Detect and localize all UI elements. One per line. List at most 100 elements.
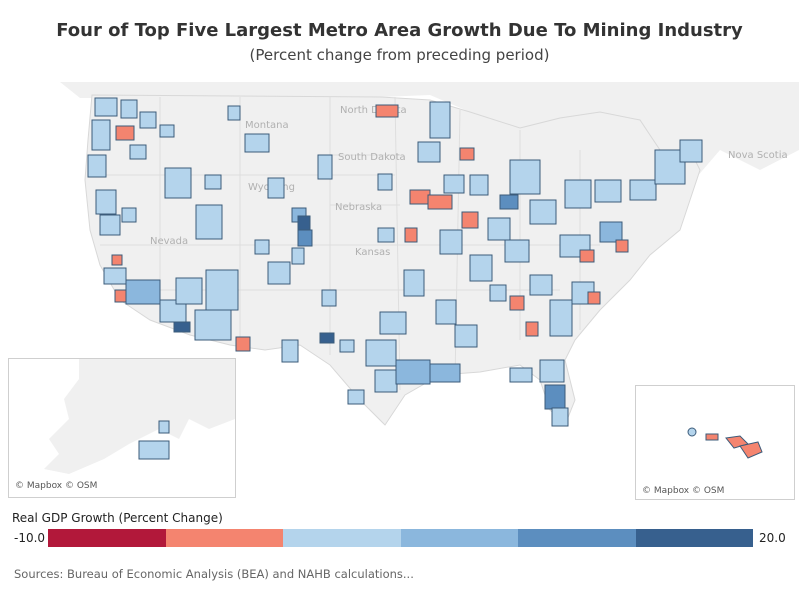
metro-area[interactable] [599, 221, 623, 243]
metro-area[interactable] [321, 289, 337, 307]
metro-area[interactable] [509, 367, 533, 383]
metro-area[interactable] [254, 239, 270, 255]
metro-area[interactable] [539, 359, 565, 383]
metro-area[interactable] [544, 384, 566, 410]
metro-area[interactable] [469, 174, 489, 196]
metro-area[interactable] [297, 229, 313, 247]
metro-area[interactable] [564, 179, 592, 209]
map-credit-alaska: © Mapbox © OSM [15, 481, 98, 491]
metro-area[interactable] [403, 269, 425, 297]
metro-area[interactable] [365, 339, 397, 367]
metro-area[interactable] [379, 311, 407, 335]
metro-area[interactable] [587, 291, 601, 305]
metro-area[interactable] [267, 177, 285, 199]
metro-area[interactable] [395, 359, 431, 385]
metro-area[interactable] [235, 336, 251, 352]
metro-area[interactable] [291, 247, 305, 265]
legend-min-label: -10.0 [14, 531, 46, 545]
metro-area[interactable] [205, 269, 239, 311]
metro-area[interactable] [103, 267, 127, 285]
metro-area[interactable] [375, 104, 399, 118]
metro-area[interactable] [121, 207, 137, 223]
metro-area[interactable] [461, 211, 479, 229]
metro-area[interactable] [129, 144, 147, 160]
metro-area[interactable] [499, 194, 519, 210]
metro-area[interactable] [439, 229, 463, 255]
metro-area[interactable] [409, 189, 431, 205]
metro-area[interactable] [705, 433, 719, 441]
metro-area[interactable] [429, 363, 461, 383]
legend-color-swatch [48, 529, 166, 547]
metro-area[interactable] [227, 105, 241, 121]
metro-area[interactable] [529, 274, 553, 296]
metro-area[interactable] [339, 339, 355, 353]
metro-area[interactable] [115, 125, 135, 141]
metro-area[interactable] [347, 389, 365, 405]
metro-area[interactable] [195, 204, 223, 240]
us-metro-map[interactable]: North Dakota South Dakota Montana Wyomin… [0, 82, 799, 498]
metro-area[interactable] [94, 97, 118, 117]
metro-area[interactable] [443, 174, 465, 194]
metro-area[interactable] [487, 217, 511, 241]
metro-area[interactable] [489, 284, 507, 302]
metro-area[interactable] [459, 147, 475, 161]
metro-area[interactable] [739, 441, 763, 459]
metro-area[interactable] [429, 101, 451, 139]
metro-area[interactable] [551, 407, 569, 427]
metro-area[interactable] [377, 173, 393, 191]
metro-area[interactable] [549, 299, 573, 337]
legend-color-swatch [400, 529, 518, 547]
metro-area[interactable] [615, 239, 629, 253]
metro-area[interactable] [159, 299, 187, 323]
metro-area[interactable] [99, 214, 121, 236]
metro-area[interactable] [87, 154, 107, 178]
metro-area[interactable] [164, 167, 192, 199]
map-credit-hawaii: © Mapbox © OSM [642, 486, 725, 496]
metro-area[interactable] [529, 199, 557, 225]
metro-area[interactable] [687, 427, 697, 437]
metro-area[interactable] [509, 159, 541, 195]
metro-area[interactable] [374, 369, 398, 393]
metro-area[interactable] [579, 249, 595, 263]
metro-area[interactable] [175, 277, 203, 305]
metro-area[interactable] [454, 324, 478, 348]
metro-area[interactable] [138, 440, 170, 460]
metro-area[interactable] [319, 332, 335, 344]
metro-areas [87, 97, 703, 427]
metro-area[interactable] [281, 339, 299, 363]
metro-area[interactable] [417, 141, 441, 163]
metro-area[interactable] [120, 99, 138, 119]
metro-area[interactable] [594, 179, 622, 203]
metro-area[interactable] [173, 321, 191, 333]
metro-area[interactable] [435, 299, 457, 325]
metro-area[interactable] [95, 189, 117, 215]
metro-area[interactable] [509, 295, 525, 311]
metro-area[interactable] [427, 194, 453, 210]
metro-area[interactable] [111, 254, 123, 266]
metro-area[interactable] [204, 174, 222, 190]
color-legend[interactable] [48, 529, 753, 547]
alaska-inset[interactable]: © Mapbox © OSM [8, 358, 236, 498]
place-label-north-dakota: North Dakota [340, 105, 407, 116]
legend-color-swatch [635, 529, 753, 547]
metro-area[interactable] [469, 254, 493, 282]
canada-land [0, 82, 799, 185]
metro-area[interactable] [158, 420, 170, 434]
metro-area[interactable] [377, 227, 395, 243]
metro-area[interactable] [91, 119, 111, 151]
metro-area[interactable] [139, 111, 157, 129]
metro-area[interactable] [317, 154, 333, 180]
metro-area[interactable] [679, 139, 703, 163]
metro-area[interactable] [244, 133, 270, 153]
metro-area[interactable] [629, 179, 657, 201]
metro-area[interactable] [267, 261, 291, 285]
legend-color-swatch [165, 529, 283, 547]
metro-area[interactable] [125, 279, 161, 305]
metro-area[interactable] [525, 321, 539, 337]
metro-area[interactable] [504, 239, 530, 263]
metro-area[interactable] [159, 124, 175, 138]
metro-area[interactable] [297, 215, 311, 231]
hawaii-inset[interactable]: © Mapbox © OSM [635, 385, 795, 500]
metro-area[interactable] [194, 309, 232, 341]
metro-area[interactable] [404, 227, 418, 243]
